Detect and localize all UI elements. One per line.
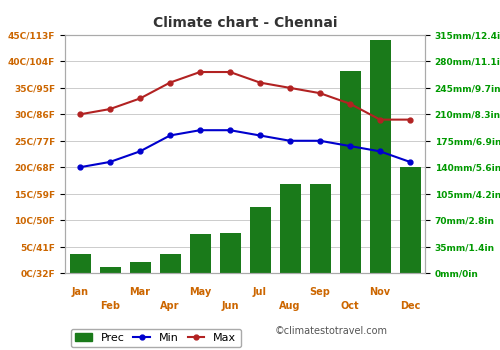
Text: Feb: Feb <box>100 301 120 311</box>
Text: Jun: Jun <box>221 301 239 311</box>
Text: Apr: Apr <box>160 301 180 311</box>
Bar <box>220 233 240 273</box>
Bar <box>190 234 210 273</box>
Text: Dec: Dec <box>400 301 420 311</box>
Legend: Prec, Min, Max: Prec, Min, Max <box>70 329 241 348</box>
Bar <box>310 184 330 273</box>
Bar <box>70 254 90 273</box>
Text: Jan: Jan <box>72 287 88 297</box>
Title: Climate chart - Chennai: Climate chart - Chennai <box>153 16 337 30</box>
Bar <box>100 267 120 273</box>
Text: Mar: Mar <box>130 287 150 297</box>
Bar <box>130 262 150 273</box>
Text: Jul: Jul <box>253 287 267 297</box>
Bar <box>160 254 180 273</box>
Text: Sep: Sep <box>310 287 330 297</box>
Text: Oct: Oct <box>340 301 359 311</box>
Bar <box>340 70 360 273</box>
Text: Nov: Nov <box>370 287 390 297</box>
Bar <box>280 184 300 273</box>
Bar <box>370 40 390 273</box>
Bar <box>400 167 420 273</box>
Bar <box>250 206 270 273</box>
Text: May: May <box>189 287 211 297</box>
Text: Aug: Aug <box>279 301 301 311</box>
Text: ©climatestotravel.com: ©climatestotravel.com <box>275 326 388 336</box>
